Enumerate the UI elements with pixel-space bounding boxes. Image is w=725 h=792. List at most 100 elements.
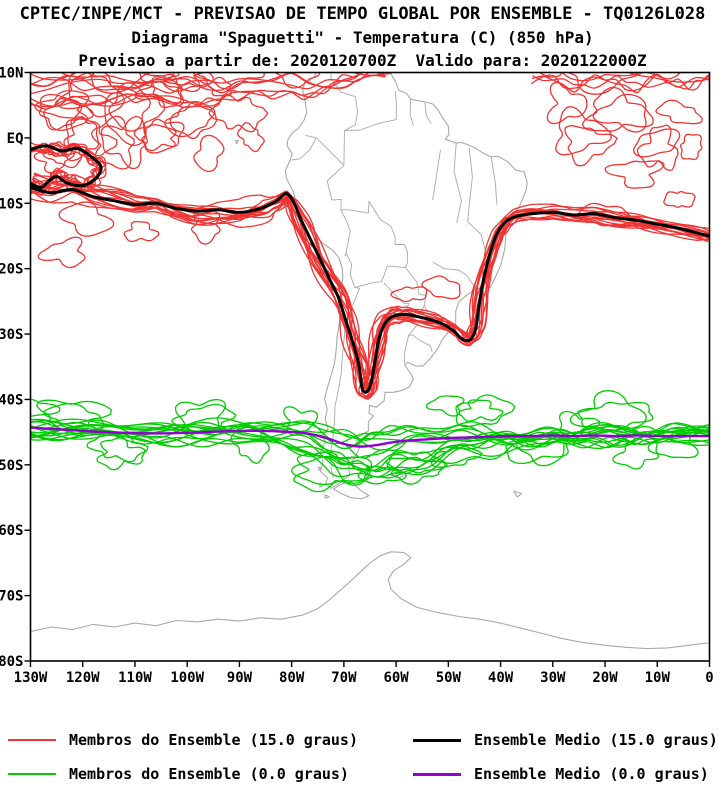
legend-item-members-0: Membros do Ensemble (0.0 graus): [8, 765, 413, 783]
country-border: [424, 101, 432, 124]
ensemble-member-loop: [190, 210, 221, 245]
x-tick-label: 110W: [118, 670, 152, 686]
y-tick-label: 60S: [0, 523, 24, 539]
ensemble-member-line-15c: [30, 141, 102, 190]
ensemble-member-loop: [274, 72, 320, 89]
ensemble-member-line-15c: [30, 72, 363, 108]
coastline: [513, 490, 523, 498]
ensemble-member-loop: [193, 134, 225, 172]
ensemble-member-loop: [58, 201, 115, 237]
ensemble-member-loop: [421, 275, 461, 300]
legend-label-members-15: Membros do Ensemble (15.0 graus): [69, 731, 358, 749]
coastline-borders-layer: [30, 72, 710, 650]
ensemble-member-line-0c: [30, 420, 710, 459]
ensemble-member-line-15c: [30, 72, 366, 110]
ensemble-member-loop: [516, 432, 565, 467]
ensemble-member-loop: [636, 124, 679, 171]
ensemble-member-loop: [546, 81, 588, 125]
ensemble-member-line-0c: [30, 419, 710, 472]
x-tick-label: 0: [705, 670, 713, 686]
ensemble-member-loop: [86, 431, 149, 463]
ensemble-member-loop: [138, 72, 214, 92]
ensemble-member-loop: [65, 116, 99, 153]
x-tick-label: 120W: [66, 670, 100, 686]
country-border: [354, 265, 406, 289]
x-tick-label: 80W: [279, 670, 305, 686]
ensemble-member-line-15c: [30, 188, 710, 398]
legend-row-2: Membros do Ensemble (0.0 graus) Ensemble…: [8, 765, 720, 783]
country-border: [344, 90, 398, 132]
ensemble-member-loop: [290, 455, 373, 486]
ensemble-member-loop: [34, 90, 94, 120]
y-tick-label: 40S: [0, 392, 24, 408]
green-member-lines-layer: [30, 390, 710, 493]
x-tick-label: 130W: [14, 670, 48, 686]
coastline: [318, 466, 322, 471]
ensemble-member-loop: [96, 436, 146, 471]
ensemble-member-line-15c: [530, 73, 710, 94]
ensemble-member-loop: [390, 286, 428, 303]
ensemble-member-loop: [385, 456, 449, 485]
purple-mean-layer: [30, 426, 710, 448]
country-border: [467, 221, 486, 250]
ensemble-member-loop: [42, 142, 83, 169]
coastline: [234, 139, 239, 145]
ensemble-member-loop: [33, 149, 76, 174]
ensemble-member-loop: [577, 401, 654, 429]
axes-layer: 130W 120W 110W 100W 90W 80W 70W 60W 50W 40W 30W 20W…: [0, 66, 714, 687]
red-line-sample: [8, 739, 56, 741]
x-tick-label: 10W: [645, 670, 671, 686]
magenta-line-sample: [413, 772, 461, 776]
y-tick-label: 80S: [0, 654, 24, 670]
ensemble-mean-line-0c: [30, 426, 710, 448]
ensemble-member-loop: [60, 72, 175, 84]
ensemble-member-loop: [293, 451, 371, 493]
y-tick-label: 20S: [0, 262, 24, 278]
ensemble-member-loop: [350, 72, 387, 76]
forecast-dates-line: Previsao a partir de: 2020120700Z Valido…: [78, 51, 647, 70]
ensemble-member-loop: [108, 82, 151, 132]
coastline: [324, 494, 330, 499]
ensemble-member-loop: [283, 406, 319, 436]
ensemble-member-loop: [171, 403, 237, 434]
ensemble-member-loop: [37, 236, 86, 269]
legend-item-members-15: Membros do Ensemble (15.0 graus): [8, 731, 413, 749]
country-border: [290, 137, 317, 161]
country-border: [408, 334, 433, 352]
ensemble-member-loop: [604, 160, 665, 189]
ensemble-member-line-15c: [30, 181, 710, 388]
ensemble-member-loop: [569, 390, 647, 430]
ensemble-member-loop: [236, 122, 265, 153]
ensemble-member-loop: [43, 402, 105, 432]
ensemble-member-line-15c: [30, 72, 365, 107]
ensemble-member-loop: [123, 220, 160, 243]
ensemble-member-loop: [577, 202, 633, 227]
x-tick-label: 70W: [331, 670, 357, 686]
ensemble-member-line-0c: [30, 423, 710, 472]
x-tick-label: 50W: [436, 670, 462, 686]
ensemble-member-loop: [193, 72, 265, 90]
ensemble-member-loop: [380, 72, 394, 75]
ensemble-mean-line-15c: [30, 186, 710, 394]
y-tick-label: 10N: [0, 66, 24, 82]
plot-area: [30, 72, 710, 650]
x-tick-label: 60W: [383, 670, 409, 686]
ensemble-member-loop: [100, 115, 149, 170]
ensemble-member-loop: [647, 427, 699, 459]
ensemble-member-loop: [91, 72, 153, 94]
black-mean-layer: [30, 144, 710, 394]
chart-subtitle: Diagrama "Spaguetti" - Temperatura (C) (…: [131, 28, 594, 47]
ensemble-member-line-15c: [30, 181, 710, 393]
ensemble-member-loop: [43, 97, 83, 131]
ensemble-member-loop: [633, 128, 681, 158]
legend-label-members-0: Membros do Ensemble (0.0 graus): [69, 765, 349, 783]
chart-title: CPTEC/INPE/MCT - PREVISAO DE TEMPO GLOBA…: [19, 4, 706, 24]
coastline: [284, 72, 528, 489]
y-tick-label: 70S: [0, 589, 24, 605]
legend-row-1: Membros do Ensemble (15.0 graus) Ensembl…: [8, 731, 720, 749]
ensemble-member-loop: [169, 101, 218, 140]
ensemble-member-loop: [425, 395, 465, 417]
ensemble-member-loop: [566, 72, 643, 95]
ensemble-member-loop: [538, 72, 563, 78]
ensemble-member-loop: [164, 72, 209, 88]
